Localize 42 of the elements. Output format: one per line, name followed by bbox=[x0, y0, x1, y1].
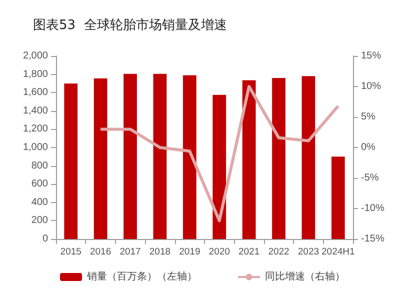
x-tick-label: 2018 bbox=[149, 246, 171, 258]
bar bbox=[124, 74, 137, 239]
y-tick-label: 800 bbox=[31, 160, 48, 172]
bar bbox=[242, 80, 256, 239]
y-tick-label: 2,000 bbox=[22, 50, 48, 62]
bar bbox=[302, 76, 316, 239]
x-tick-label: 2020 bbox=[208, 246, 230, 258]
x-tick-label: 2019 bbox=[179, 246, 200, 258]
legend-label: 销量（百万条）（左轴） bbox=[86, 270, 197, 282]
y-tick-label: 1,200 bbox=[22, 124, 48, 135]
bar bbox=[153, 74, 167, 239]
x-tick-label: 2022 bbox=[268, 246, 290, 258]
y-tick-label: 1,600 bbox=[22, 87, 48, 98]
x-tick-label: 2023 bbox=[298, 246, 320, 258]
x-tick-label: 2017 bbox=[120, 246, 141, 258]
y2-tick-label: 5% bbox=[361, 112, 376, 122]
y-tick-label: 0 bbox=[42, 234, 48, 244]
y-tick-label: 1,800 bbox=[22, 68, 48, 80]
line-series bbox=[99, 85, 340, 222]
y-tick-label: 200 bbox=[31, 215, 48, 226]
x-tick-label: 2016 bbox=[90, 246, 112, 258]
bar bbox=[272, 78, 286, 239]
y2-tick-label: 0% bbox=[361, 142, 376, 153]
x-tick-label: 2021 bbox=[238, 246, 260, 258]
bar bbox=[64, 83, 78, 239]
y-tick-label: 600 bbox=[31, 178, 48, 190]
legend-label: 同比增速（右轴） bbox=[265, 270, 345, 282]
y2-tick-label: 10% bbox=[361, 81, 382, 92]
chart-title: 图表53 全球轮胎市场销量及增速 bbox=[33, 18, 227, 33]
x-tick-label: 2024H1 bbox=[322, 246, 355, 258]
bar bbox=[94, 78, 108, 239]
y2-tick-label: -15% bbox=[361, 234, 384, 244]
y-tick-label: 1,400 bbox=[22, 105, 48, 116]
x-tick-label: 2015 bbox=[60, 246, 82, 258]
bar bbox=[182, 75, 196, 239]
y-tick-label: 1,000 bbox=[22, 142, 48, 153]
y2-tick-label: -10% bbox=[361, 203, 384, 214]
y2-tick-label: -5% bbox=[361, 172, 379, 184]
bar bbox=[212, 94, 226, 239]
y2-tick-label: 15% bbox=[361, 50, 382, 62]
bar bbox=[331, 156, 345, 239]
y-tick-label: 400 bbox=[31, 196, 48, 208]
